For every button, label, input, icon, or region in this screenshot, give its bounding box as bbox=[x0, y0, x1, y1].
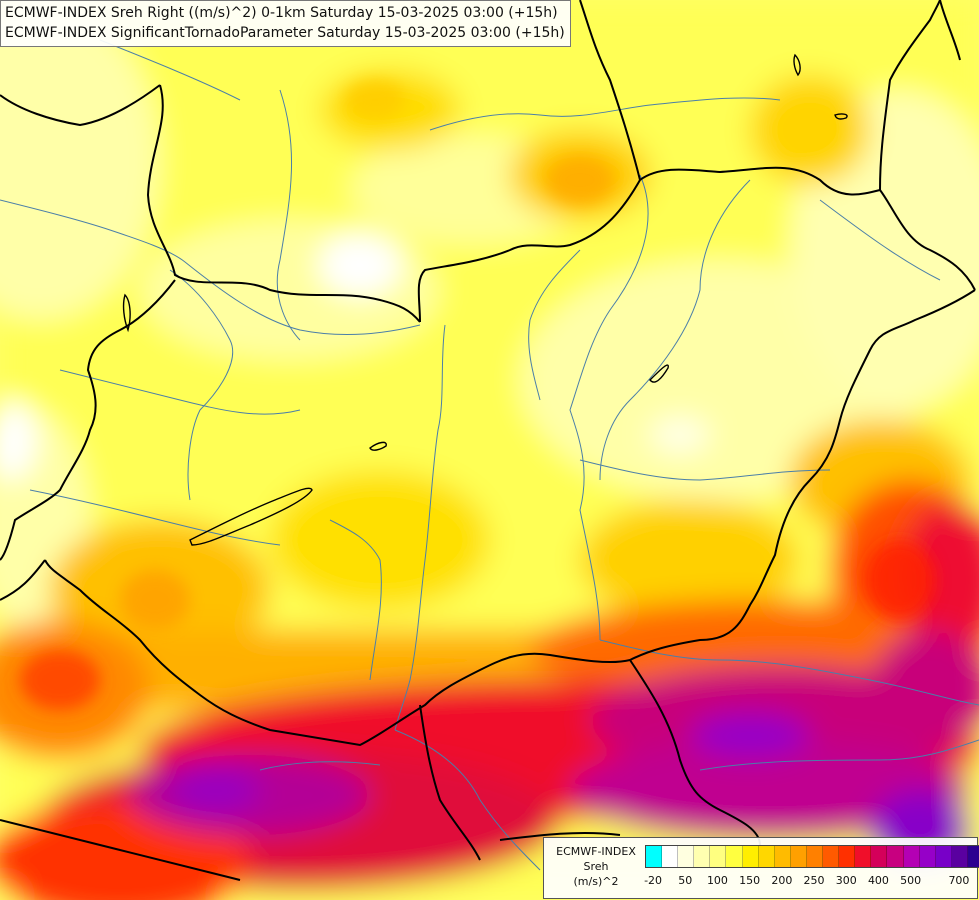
sreh-field-detail bbox=[20, 80, 935, 710]
legend-swatch bbox=[806, 846, 824, 867]
lake-small-3 bbox=[793, 53, 801, 77]
legend-swatch bbox=[662, 846, 679, 867]
legend-parameter: Sreh bbox=[583, 860, 609, 873]
legend-ticks: -20 50 100 150 200 250 300 400 500 700 bbox=[644, 874, 971, 890]
legend-swatch bbox=[919, 846, 936, 867]
legend-tick-label: 250 bbox=[803, 874, 825, 887]
country-borders bbox=[0, 0, 976, 881]
legend-swatch bbox=[887, 846, 904, 867]
legend-color-scale bbox=[645, 845, 979, 868]
legend-swatch bbox=[758, 846, 775, 867]
legend-swatch bbox=[871, 846, 888, 867]
legend-swatch bbox=[678, 846, 695, 867]
legend-tick-label: 400 bbox=[867, 874, 889, 887]
map-title-box: ECMWF-INDEX Sreh Right ((m/s)^2) 0-1km S… bbox=[0, 0, 571, 47]
legend-tick-label: 500 bbox=[900, 874, 922, 887]
legend-swatch bbox=[839, 846, 856, 867]
legend-title: ECMWF-INDEX Sreh (m/s)^2 bbox=[548, 844, 644, 889]
legend-model: ECMWF-INDEX bbox=[556, 845, 636, 858]
legend-swatch bbox=[855, 846, 872, 867]
legend-tick-label: 150 bbox=[739, 874, 761, 887]
legend-tick-label: -20 bbox=[644, 874, 663, 887]
lake-small-1 bbox=[369, 441, 387, 451]
title-sreh: ECMWF-INDEX Sreh Right ((m/s)^2) 0-1km S… bbox=[5, 5, 558, 21]
legend-tick-label: 50 bbox=[678, 874, 693, 887]
legend-swatch bbox=[710, 846, 727, 867]
legend-swatch bbox=[694, 846, 711, 867]
legend-swatch bbox=[935, 846, 952, 867]
lake-balaton bbox=[189, 487, 313, 546]
legend-swatch bbox=[742, 846, 759, 867]
legend-swatch bbox=[774, 846, 791, 867]
legend-tick-label: 100 bbox=[706, 874, 728, 887]
legend-tick-label: 700 bbox=[948, 874, 970, 887]
legend-swatch bbox=[951, 846, 968, 867]
legend-swatch bbox=[646, 846, 663, 867]
legend-swatch bbox=[726, 846, 743, 867]
legend-swatch bbox=[790, 846, 807, 867]
lakes bbox=[122, 53, 848, 546]
color-legend: ECMWF-INDEX Sreh (m/s)^2 -20 50 100 150 200 2… bbox=[543, 837, 979, 899]
legend-tick-label: 200 bbox=[771, 874, 793, 887]
title-stp: ECMWF-INDEX SignificantTornadoParameter … bbox=[5, 25, 565, 41]
lake-small-4 bbox=[834, 113, 848, 120]
lake-small-2 bbox=[649, 364, 669, 383]
legend-swatch bbox=[967, 846, 979, 867]
legend-swatch bbox=[823, 846, 840, 867]
rivers bbox=[0, 39, 979, 871]
lake-small-5 bbox=[122, 293, 131, 333]
legend-swatch bbox=[903, 846, 920, 867]
legend-unit: (m/s)^2 bbox=[573, 875, 619, 888]
legend-tick-label: 300 bbox=[835, 874, 857, 887]
